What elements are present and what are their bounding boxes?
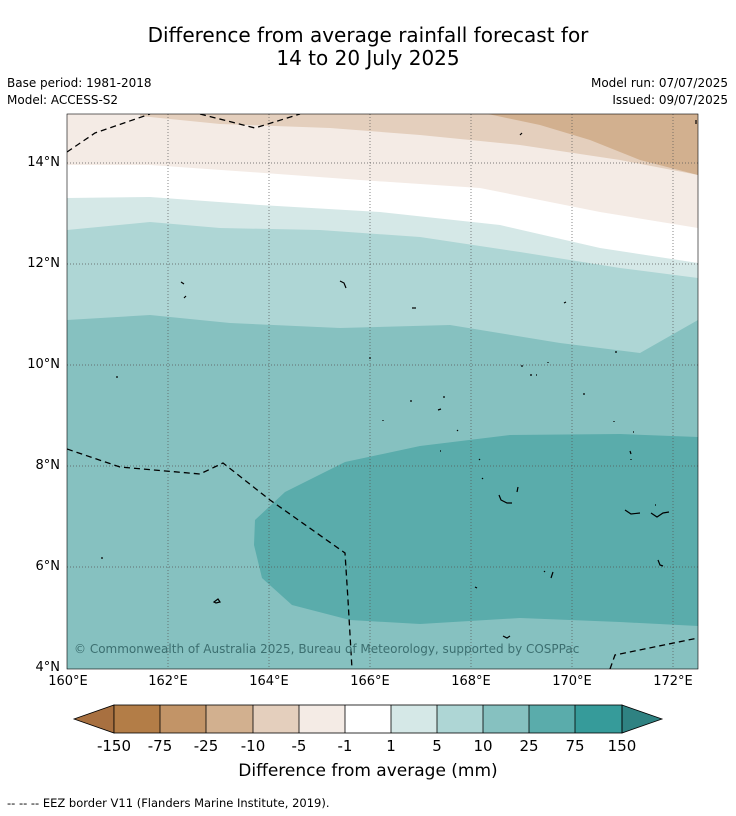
island [478, 450, 632, 480]
colorbar-extend-high [621, 704, 664, 734]
lon-label-170e: 170°E [552, 674, 592, 689]
colorbar-tick-label: 10 [473, 737, 493, 755]
island [563, 301, 567, 304]
colorbar-seg-4 [253, 705, 299, 733]
island [101, 557, 554, 579]
lon-label-164e: 164°E [249, 674, 289, 689]
map-plot-area: © Commonwealth of Australia 2025, Bureau… [67, 114, 698, 669]
colorbar-tick-label: -150 [96, 737, 132, 755]
model-run-label: Model run: 07/07/2025 [590, 76, 728, 90]
lat-gridlines [67, 162, 698, 568]
colorbar-seg-8 [437, 705, 483, 733]
colorbar-seg-1 [114, 705, 160, 733]
colorbar-tick-label: -25 [193, 737, 219, 755]
colorbar-seg-5 [299, 705, 345, 733]
island [382, 396, 445, 421]
colorbar-tick-label: 150 [607, 737, 637, 755]
eez-border-west [67, 448, 353, 669]
map-frame [66, 113, 699, 670]
eez-border-southeast [609, 637, 698, 669]
colorbar-seg-7 [391, 705, 437, 733]
island [180, 281, 187, 299]
colorbar-tick-label: 1 [386, 737, 396, 755]
island [212, 598, 221, 604]
colorbar-seg-10 [529, 705, 575, 733]
lat-label-6n: 6°N [35, 559, 61, 574]
colorbar-tick-label: -75 [147, 737, 173, 755]
colorbar-extend-low [72, 704, 115, 734]
colorbar-title: Difference from average (mm) [238, 761, 498, 781]
island [339, 280, 347, 289]
colorbar-tick-label: -5 [291, 737, 307, 755]
colorbar-tick-label: -10 [240, 737, 266, 755]
zone-minus25-minus75 [488, 114, 698, 175]
lat-label-8n: 8°N [35, 458, 61, 473]
colorbar-tick-label: -1 [337, 737, 353, 755]
island [369, 351, 617, 367]
island [498, 486, 519, 504]
colorbar-tick-label: 5 [432, 737, 442, 755]
island [530, 374, 585, 395]
lon-gridlines [167, 114, 674, 669]
colorbar-tick-label: 25 [519, 737, 539, 755]
island [474, 586, 511, 639]
eez-border-north [67, 114, 151, 153]
colorbar-tick-label: 75 [565, 737, 585, 755]
lon-label-166e: 166°E [350, 674, 390, 689]
eez-borders [67, 114, 698, 669]
island [519, 132, 523, 136]
copyright-text: © Commonwealth of Australia 2025, Bureau… [74, 642, 579, 656]
lon-label-168e: 168°E [451, 674, 491, 689]
lon-label-172e: 172°E [653, 674, 693, 689]
lon-label-160e: 160°E [48, 674, 88, 689]
island [655, 504, 664, 567]
base-period-label: Base period: 1981-2018 [7, 76, 152, 90]
island [440, 421, 634, 452]
colorbar-seg-2 [160, 705, 206, 733]
issued-label: Issued: 09/07/2025 [612, 93, 728, 107]
zone-25-75 [254, 434, 698, 626]
colorbar-dividers [159, 705, 576, 733]
lat-label-10n: 10°N [27, 357, 60, 372]
colorbar [72, 704, 664, 734]
colorbar-frame [113, 704, 623, 734]
lat-label-14n: 14°N [27, 155, 60, 170]
eez-footnote: -- -- -- EEZ border V11 (Flanders Marine… [7, 796, 330, 810]
island [624, 509, 670, 518]
lat-label-12n: 12°N [27, 256, 60, 271]
colorbar-seg-11 [575, 705, 622, 733]
map-title-line2: 14 to 20 July 2025 [276, 46, 460, 70]
colorbar-seg-9 [483, 705, 529, 733]
map-title-line1: Difference from average rainfall forecas… [147, 23, 589, 47]
lat-label-4n: 4°N [35, 660, 61, 675]
lon-label-162e: 162°E [148, 674, 188, 689]
model-label: Model: ACCESS-S2 [7, 93, 119, 107]
colorbar-seg-3 [206, 705, 253, 733]
colorbar-seg-6 [345, 705, 391, 733]
islands [101, 120, 697, 639]
